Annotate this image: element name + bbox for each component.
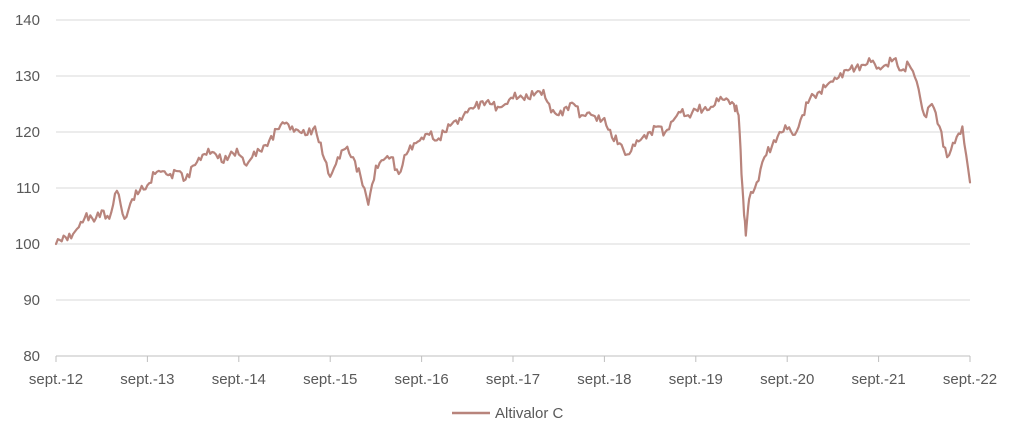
x-tick-label: sept.-18 xyxy=(577,371,631,388)
x-tick-label: sept.-22 xyxy=(943,371,997,388)
series-group xyxy=(54,56,972,246)
x-tick-label: sept.-21 xyxy=(851,371,905,388)
x-tick-label: sept.-20 xyxy=(760,371,814,388)
x-tick-label: sept.-15 xyxy=(303,371,357,388)
y-tick-label: 120 xyxy=(15,124,40,141)
legend-label: Altivalor C xyxy=(495,405,564,422)
x-tick-label: sept.-17 xyxy=(486,371,540,388)
x-tick-label: sept.-16 xyxy=(394,371,448,388)
y-axis: 80 90 100 110 120 130 140 xyxy=(15,12,40,365)
y-tick-label: 130 xyxy=(15,68,40,85)
y-tick-label: 110 xyxy=(16,180,40,197)
gridlines xyxy=(56,19,970,301)
x-tick-label: sept.-12 xyxy=(29,371,83,388)
legend: Altivalor C xyxy=(452,405,564,422)
series-line-0 xyxy=(54,56,972,246)
x-tick-label: sept.-14 xyxy=(212,371,266,388)
x-axis: sept.-12 sept.-13 sept.-14 sept.-15 sept.-16… xyxy=(29,355,997,388)
y-tick-label: 90 xyxy=(23,292,40,309)
y-tick-label: 80 xyxy=(23,348,40,365)
y-tick-label: 100 xyxy=(15,236,40,253)
y-tick-label: 140 xyxy=(15,12,40,29)
x-tick-label: sept.-19 xyxy=(669,371,723,388)
x-tick-label: sept.-13 xyxy=(120,371,174,388)
